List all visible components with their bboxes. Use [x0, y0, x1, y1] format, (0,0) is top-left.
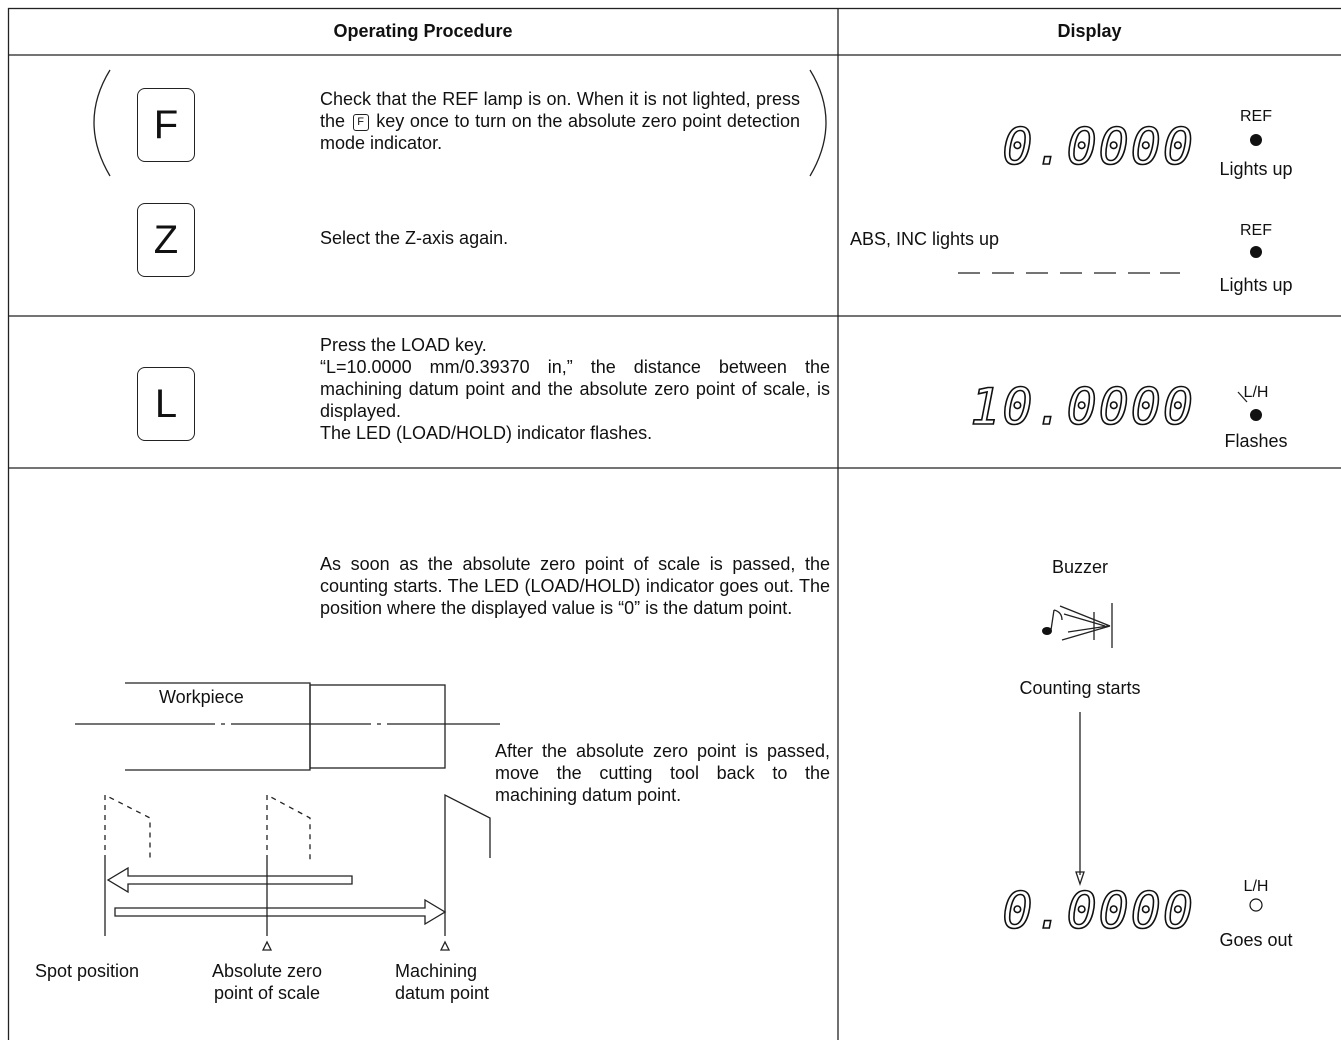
lamp-off: [1249, 898, 1263, 912]
note: ABS, INC lights up: [850, 229, 1000, 249]
paren: [809, 69, 827, 177]
step-text: Check that the REF lamp is on. When it i…: [320, 88, 800, 154]
step-text: As soon as the absolute zero point of sc…: [320, 554, 830, 618]
key: Z: [137, 203, 195, 277]
diagram-label: Spot position: [35, 961, 140, 981]
event: Counting starts: [1019, 678, 1141, 698]
header: Operating Procedure: [333, 21, 513, 41]
step-text: Press the LOAD key. “L=10.0000 mm/0.3937…: [320, 334, 830, 444]
seg-display: 0.0000: [1002, 882, 1195, 940]
flash-mark: [1237, 391, 1248, 403]
status: Lights up: [1219, 275, 1293, 295]
diagram-label: Workpiece: [159, 687, 244, 707]
inline-key: F: [352, 114, 369, 131]
step-text: Select the Z-axis again.: [320, 228, 509, 248]
text: Press the LOAD key.: [320, 335, 487, 355]
machining-diagram: [75, 682, 500, 951]
table-border: [7, 7, 1341, 1040]
key: L: [137, 367, 195, 441]
text: key once to turn on the absolute zero po…: [320, 111, 800, 153]
buzzer-label: Buzzer: [1051, 557, 1109, 577]
paren: [93, 69, 111, 177]
indicator: REF: [1240, 222, 1272, 239]
status: Lights up: [1219, 159, 1293, 179]
seg-display: 10.0000: [969, 378, 1195, 436]
indicator: L/H: [1243, 878, 1269, 895]
status: Goes out: [1219, 930, 1293, 950]
diagram-text: After the absolute zero point is passed,…: [495, 741, 830, 805]
arrowhead: [1075, 871, 1085, 887]
text: “L=10.0000 mm/0.39370 in,” the distance …: [320, 357, 830, 421]
key: F: [137, 88, 195, 162]
lamp: [1250, 409, 1262, 421]
text: The LED (LOAD/HOLD) indicator flashes.: [320, 423, 653, 443]
header: Display: [1057, 21, 1122, 41]
lamp: [1250, 246, 1262, 258]
text: Check that the REF lamp is on. When it i…: [320, 89, 800, 131]
lamp: [1250, 134, 1262, 146]
indicator: L/H: [1243, 384, 1269, 401]
indicator: REF: [1240, 108, 1272, 125]
diagram-label: Machining datum point: [395, 961, 490, 1003]
buzzer-icon: [1042, 603, 1113, 648]
seg-display: 0.0000: [1002, 118, 1195, 176]
diagram-label: Absolute zero point of scale: [211, 961, 323, 1003]
status: Flashes: [1224, 431, 1288, 451]
